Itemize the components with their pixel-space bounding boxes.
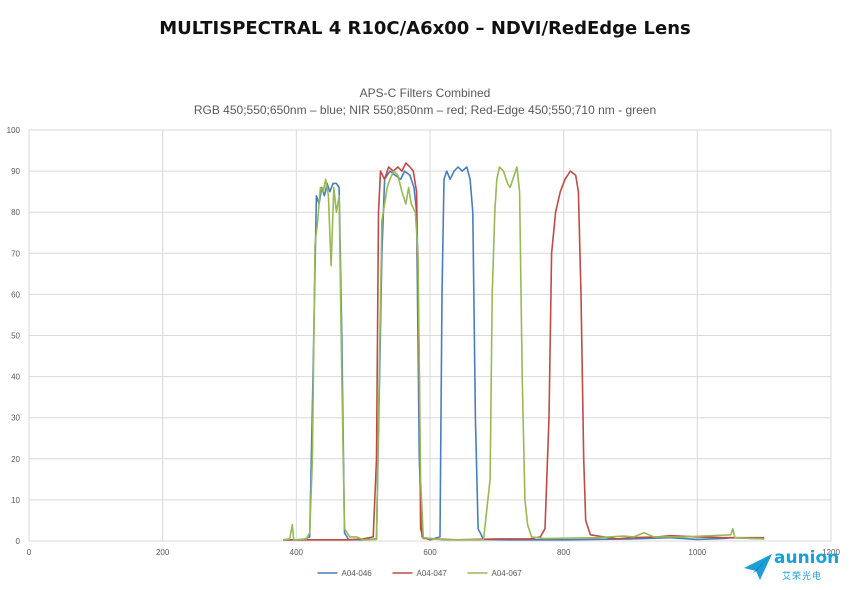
x-tick-label: 600 [423,548,437,557]
logo-subtext: 艾荣光电 [782,572,823,582]
y-tick-label: 40 [11,373,20,382]
chart-title: APS-C Filters Combined [359,86,491,100]
y-tick-label: 20 [11,455,20,464]
y-tick-label: 50 [11,332,20,341]
x-tick-label: 200 [156,548,170,557]
paper-plane-icon [744,554,772,580]
chart-subtitle: RGB 450;550;650nm – blue; NIR 550;850nm … [193,103,657,117]
x-axis-ticks: 0 200 400 600 800 1000 1200 [27,548,841,557]
series-line-3 [282,166,765,541]
series-line-1 [283,166,765,541]
legend-label: A04-046 [342,569,373,578]
y-tick-label: 0 [16,537,21,546]
x-tick-label: 1000 [688,548,706,557]
y-tick-label: 100 [7,126,21,135]
x-tick-label: 1200 [822,548,840,557]
grid-lines [29,130,831,541]
y-tick-label: 90 [11,167,20,176]
y-tick-label: 80 [11,208,20,217]
series-group [282,162,765,541]
y-axis-ticks: 0 10 20 30 40 50 60 70 80 90 100 [7,126,21,546]
aunion-logo: aunion 艾荣光电 [742,548,842,584]
y-tick-label: 70 [11,249,20,258]
page-title: MULTISPECTRAL 4 R10C/A6x00 – NDVI/RedEdg… [159,18,691,39]
y-tick-label: 60 [11,290,20,299]
y-tick-label: 10 [11,496,20,505]
x-tick-label: 0 [27,548,32,557]
legend-label: A04-067 [492,569,523,578]
x-tick-label: 400 [290,548,304,557]
series-line-2 [283,162,765,541]
legend-label: A04-047 [417,569,448,578]
y-tick-label: 30 [11,414,20,423]
logo-wordmark: aunion [774,548,840,568]
x-tick-label: 800 [557,548,571,557]
legend[interactable]: A04-046 A04-047 A04-067 [317,569,523,578]
